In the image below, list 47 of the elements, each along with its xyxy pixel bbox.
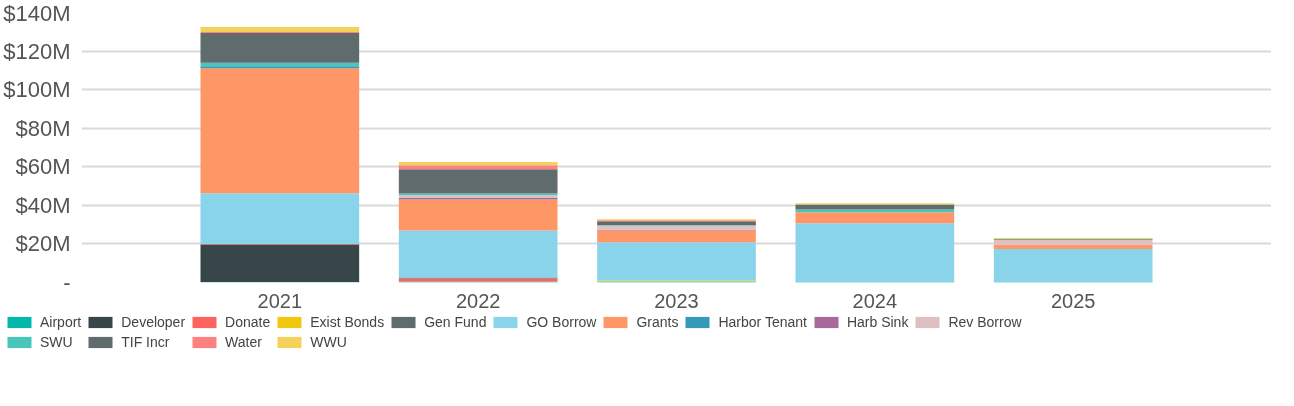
bar — [597, 242, 756, 281]
bar — [795, 223, 955, 282]
y-tick-label: $40M — [15, 192, 71, 218]
bar — [200, 244, 360, 282]
bar — [993, 244, 1153, 249]
bar — [398, 165, 558, 170]
y-tick-label: - — [63, 270, 71, 295]
y-tick-label: $80M — [15, 115, 71, 141]
legend-label: Exist Bonds — [310, 314, 385, 330]
x-tick-label: 2023 — [654, 289, 699, 312]
legend-label: Water — [225, 334, 262, 350]
bar — [597, 230, 756, 243]
bar — [200, 68, 360, 194]
bar — [398, 161, 558, 166]
y-tick-label: $20M — [15, 231, 71, 257]
bar — [597, 225, 756, 230]
bar — [200, 193, 360, 244]
bar — [398, 199, 558, 231]
bar — [200, 32, 360, 63]
bar — [398, 169, 558, 194]
bar — [597, 221, 756, 226]
y-tick-label: $100M — [3, 77, 71, 103]
legend-label: GO Borrow — [526, 314, 597, 330]
x-tick-label: 2021 — [257, 289, 303, 312]
legend-label: Rev Borrow — [948, 314, 1022, 330]
x-tick-label: 2022 — [455, 289, 501, 312]
legend-label: WWU — [310, 334, 347, 350]
bar — [398, 230, 558, 278]
bar — [200, 26, 360, 32]
legend-label: Gen Fund — [424, 314, 487, 330]
bar — [993, 240, 1153, 245]
legend-label: Airport — [40, 314, 82, 330]
legend-label: Harb Sink — [846, 314, 909, 330]
x-tick-label: 2025 — [1050, 289, 1096, 312]
legend-label: Developer — [121, 314, 186, 330]
legend-label: Grants — [636, 314, 679, 330]
y-tick-label: $140M — [3, 0, 71, 26]
legend-label: TIF Incr — [121, 334, 170, 350]
x-tick-label: 2024 — [852, 289, 898, 312]
bar — [993, 248, 1153, 282]
bar — [795, 204, 955, 210]
y-tick-label: $60M — [15, 154, 71, 180]
legend-label: Harbor Tenant — [718, 314, 807, 330]
legend-label: SWU — [40, 334, 73, 350]
bar — [795, 212, 955, 224]
legend-label: Donate — [225, 314, 271, 330]
y-tick-label: $120M — [3, 38, 71, 64]
